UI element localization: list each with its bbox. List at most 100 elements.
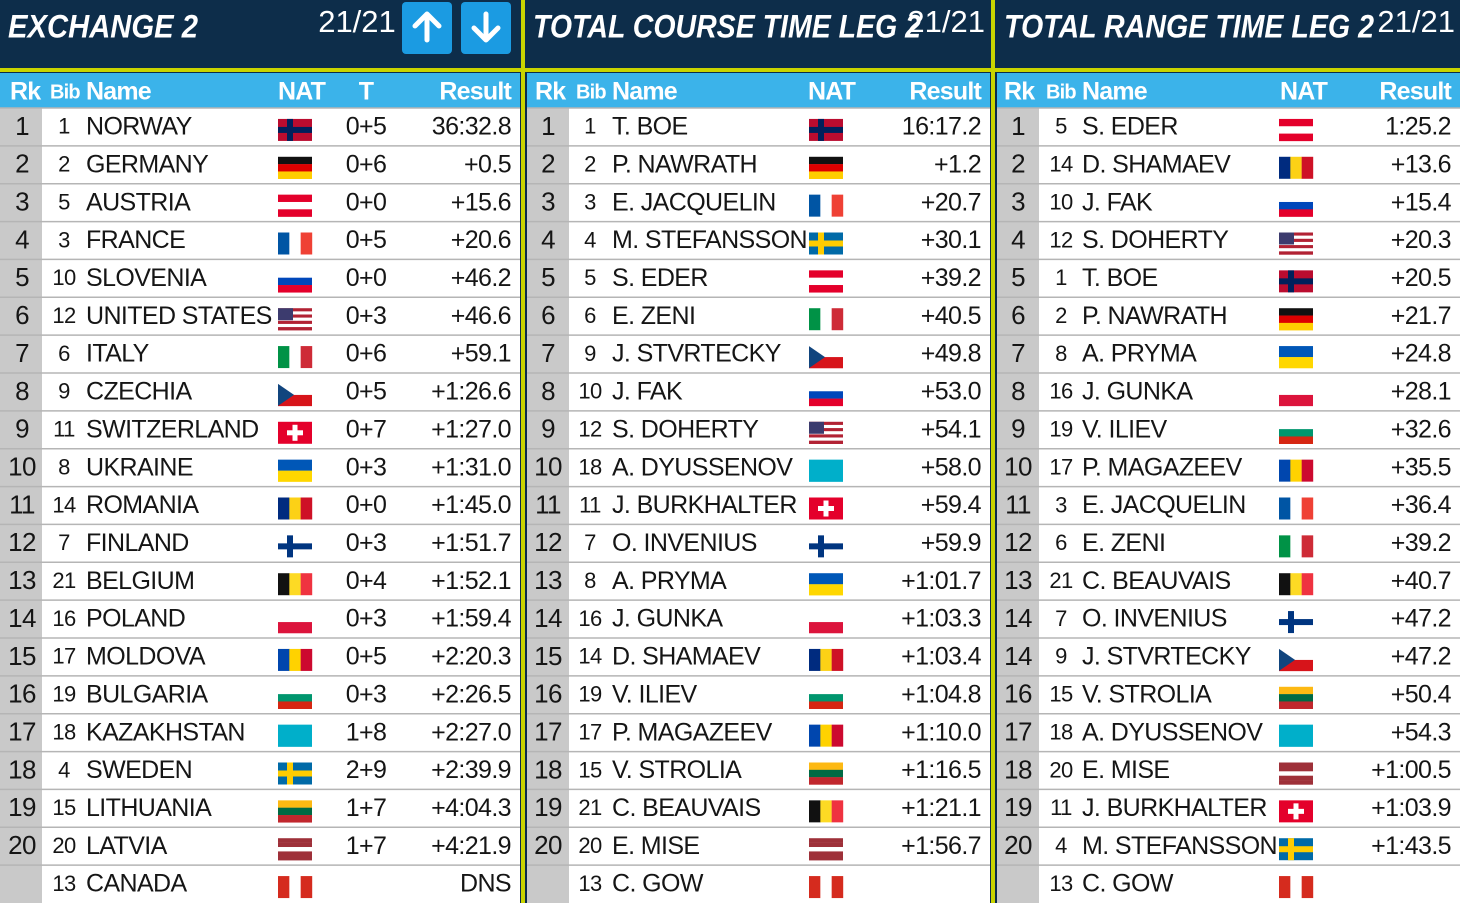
flag-stripe (809, 437, 843, 441)
cell-t: 0+0 (346, 491, 387, 519)
rank-column (997, 108, 1039, 903)
flag (278, 459, 312, 482)
flag-stripe (1279, 497, 1291, 520)
flag-stripe (809, 164, 843, 172)
cell-bib: 9 (58, 379, 70, 404)
cell-bib: 19 (1049, 417, 1073, 442)
cell-bib: 6 (584, 303, 596, 328)
cell-name: POLAND (86, 605, 185, 633)
flag-stripe (809, 346, 843, 358)
flag-stripe (1290, 573, 1302, 596)
cell-result: +1:04.8 (901, 680, 981, 708)
flag-stripe (1279, 701, 1313, 709)
flag-stripe (278, 842, 312, 848)
cell-name: V. STROLIA (612, 756, 742, 784)
cell-result: +20.6 (451, 226, 511, 254)
flag-stripe (278, 876, 290, 899)
flag (1279, 838, 1313, 861)
cell-result: +1:51.7 (431, 529, 511, 557)
flag (809, 194, 844, 217)
flag-stripe (809, 194, 821, 217)
cell-result: +1:03.4 (901, 643, 982, 671)
cell-rk: 13 (8, 565, 36, 595)
flag-stripe (831, 648, 844, 671)
cell-name: P. MAGAZEEV (612, 718, 773, 746)
cell-t: 0+3 (346, 529, 387, 557)
cell-rk: 8 (15, 376, 29, 406)
flag-stripe (1279, 194, 1313, 203)
cell-bib: 1 (1055, 265, 1067, 290)
cell-result: +2:20.3 (431, 643, 511, 671)
cell-rk: 1 (541, 111, 555, 141)
flag-stripe (831, 308, 844, 331)
flag-stripe (278, 156, 312, 165)
flag-stripe (809, 851, 843, 857)
cell-name: MOLDOVA (86, 643, 206, 671)
flag (809, 800, 844, 823)
flag-triangle (278, 383, 294, 406)
cell-result: +50.4 (1391, 680, 1452, 708)
flag-stripe (809, 777, 843, 785)
cell-result: +15.4 (1391, 188, 1452, 216)
flag-stripe (1279, 694, 1313, 702)
flag-stripe (1279, 235, 1313, 239)
cell-rk: 2 (15, 149, 29, 179)
cell-t: 0+7 (346, 415, 387, 443)
cell-name: J. FAK (612, 378, 683, 406)
flag (1279, 611, 1313, 634)
cell-name: E. ZENI (612, 302, 695, 330)
scroll-up-button[interactable] (402, 2, 452, 54)
flag (1279, 194, 1313, 217)
flag-cross (809, 126, 843, 133)
flag-stripe (300, 573, 313, 596)
flag-stripe (820, 308, 832, 331)
cell-name: E. JACQUELIN (1082, 491, 1246, 519)
page-counter: 21/21 (1377, 4, 1455, 39)
flag-cross (278, 126, 312, 133)
column-header: NAT (278, 78, 326, 106)
flag-stripe (278, 701, 312, 709)
cell-rk: 11 (535, 489, 561, 519)
flag-stripe (809, 694, 843, 702)
flag-stripe (809, 769, 843, 778)
flag-stripe (809, 277, 843, 286)
cell-rk: 4 (1011, 224, 1025, 254)
cell-name: V. ILIEV (612, 680, 698, 708)
cell-rk: 17 (1004, 717, 1032, 747)
column-header: NAT (808, 78, 856, 106)
cell-rk: 1 (15, 111, 29, 141)
flag-stripe (831, 724, 844, 747)
flag-stripe (809, 701, 843, 709)
flag (1279, 573, 1314, 596)
flag-stripe (1279, 209, 1313, 217)
cell-name: S. DOHERTY (1082, 226, 1229, 254)
cell-rk: 5 (1011, 262, 1025, 292)
flag-stripe (1279, 251, 1313, 255)
flag (278, 308, 312, 331)
flag (809, 118, 843, 141)
flag-stripe (809, 842, 843, 848)
flag-stripe (289, 648, 301, 671)
cell-t: 0+5 (346, 643, 387, 671)
cell-bib: 10 (52, 265, 76, 290)
scroll-down-button[interactable] (461, 2, 511, 54)
flag-stripe (809, 421, 843, 426)
column-header: Rk (1004, 78, 1035, 106)
flag-stripe (278, 323, 312, 328)
cell-rk: 1 (1011, 111, 1025, 141)
cell-result: +1.2 (934, 150, 981, 178)
cell-bib: 3 (58, 227, 70, 252)
cell-result: +49.8 (921, 340, 981, 368)
flag-stripe (1279, 876, 1291, 899)
cell-name: C. GOW (1082, 870, 1174, 898)
flag-cross (1279, 619, 1313, 626)
cell-rk: 14 (534, 603, 562, 633)
flag (809, 383, 843, 407)
flag (278, 724, 312, 747)
cell-name: KAZAKHSTAN (86, 718, 245, 746)
cell-name: NORWAY (86, 113, 193, 141)
cell-result: +2:27.0 (431, 718, 511, 746)
cell-name: V. ILIEV (1082, 415, 1168, 443)
flag (809, 724, 844, 747)
flag-stripe (1279, 771, 1313, 776)
